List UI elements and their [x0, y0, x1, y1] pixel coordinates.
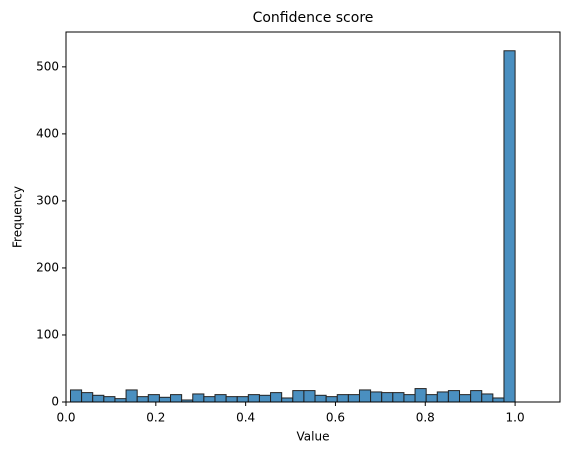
bar	[81, 392, 94, 403]
bar	[192, 393, 205, 403]
y-tick-label: 300	[36, 193, 59, 207]
bar	[303, 390, 316, 403]
bar	[270, 392, 283, 403]
y-tick-label: 100	[36, 327, 59, 341]
bar	[325, 396, 338, 403]
bar	[203, 396, 216, 403]
x-tick-label: 0.6	[326, 411, 345, 425]
bar	[225, 396, 238, 403]
bar	[492, 397, 505, 403]
x-tick-label: 0.2	[146, 411, 165, 425]
bar	[281, 397, 294, 403]
bar	[92, 394, 105, 403]
y-tick-label: 0	[51, 395, 59, 409]
bar	[125, 389, 138, 403]
bar	[447, 390, 461, 403]
bar	[470, 390, 483, 403]
chart-title: Confidence score	[253, 10, 374, 26]
bar	[158, 396, 172, 403]
bar	[114, 398, 127, 403]
bar	[358, 389, 372, 403]
y-tick-label: 500	[36, 59, 59, 73]
x-tick-label: 1.0	[506, 411, 525, 425]
bar	[236, 396, 249, 403]
x-tick-label: 0.8	[416, 411, 435, 425]
bar	[425, 394, 438, 403]
bar	[481, 393, 494, 403]
bar	[103, 396, 116, 403]
bar	[436, 391, 449, 403]
bar	[370, 391, 383, 403]
bar	[403, 394, 416, 403]
bar	[414, 388, 427, 403]
bar	[459, 394, 472, 403]
bar	[381, 392, 394, 403]
plot-frame	[65, 31, 561, 403]
bar	[69, 389, 83, 403]
bar	[214, 394, 227, 403]
bar	[392, 392, 405, 403]
x-tick-label: 0.4	[236, 411, 255, 425]
bar	[503, 50, 516, 403]
bar	[147, 394, 160, 403]
bar	[347, 394, 360, 403]
bar	[336, 394, 349, 403]
bar	[258, 394, 272, 403]
y-axis-label: Frequency	[11, 186, 25, 248]
x-tick-label: 0.0	[56, 411, 75, 425]
bar	[314, 394, 327, 403]
bar	[170, 394, 183, 403]
y-tick-label: 400	[36, 126, 59, 140]
bar	[292, 390, 305, 403]
x-axis-label: Value	[297, 430, 330, 444]
bar	[136, 396, 149, 403]
bar	[247, 394, 260, 403]
y-tick-label: 200	[36, 260, 59, 274]
